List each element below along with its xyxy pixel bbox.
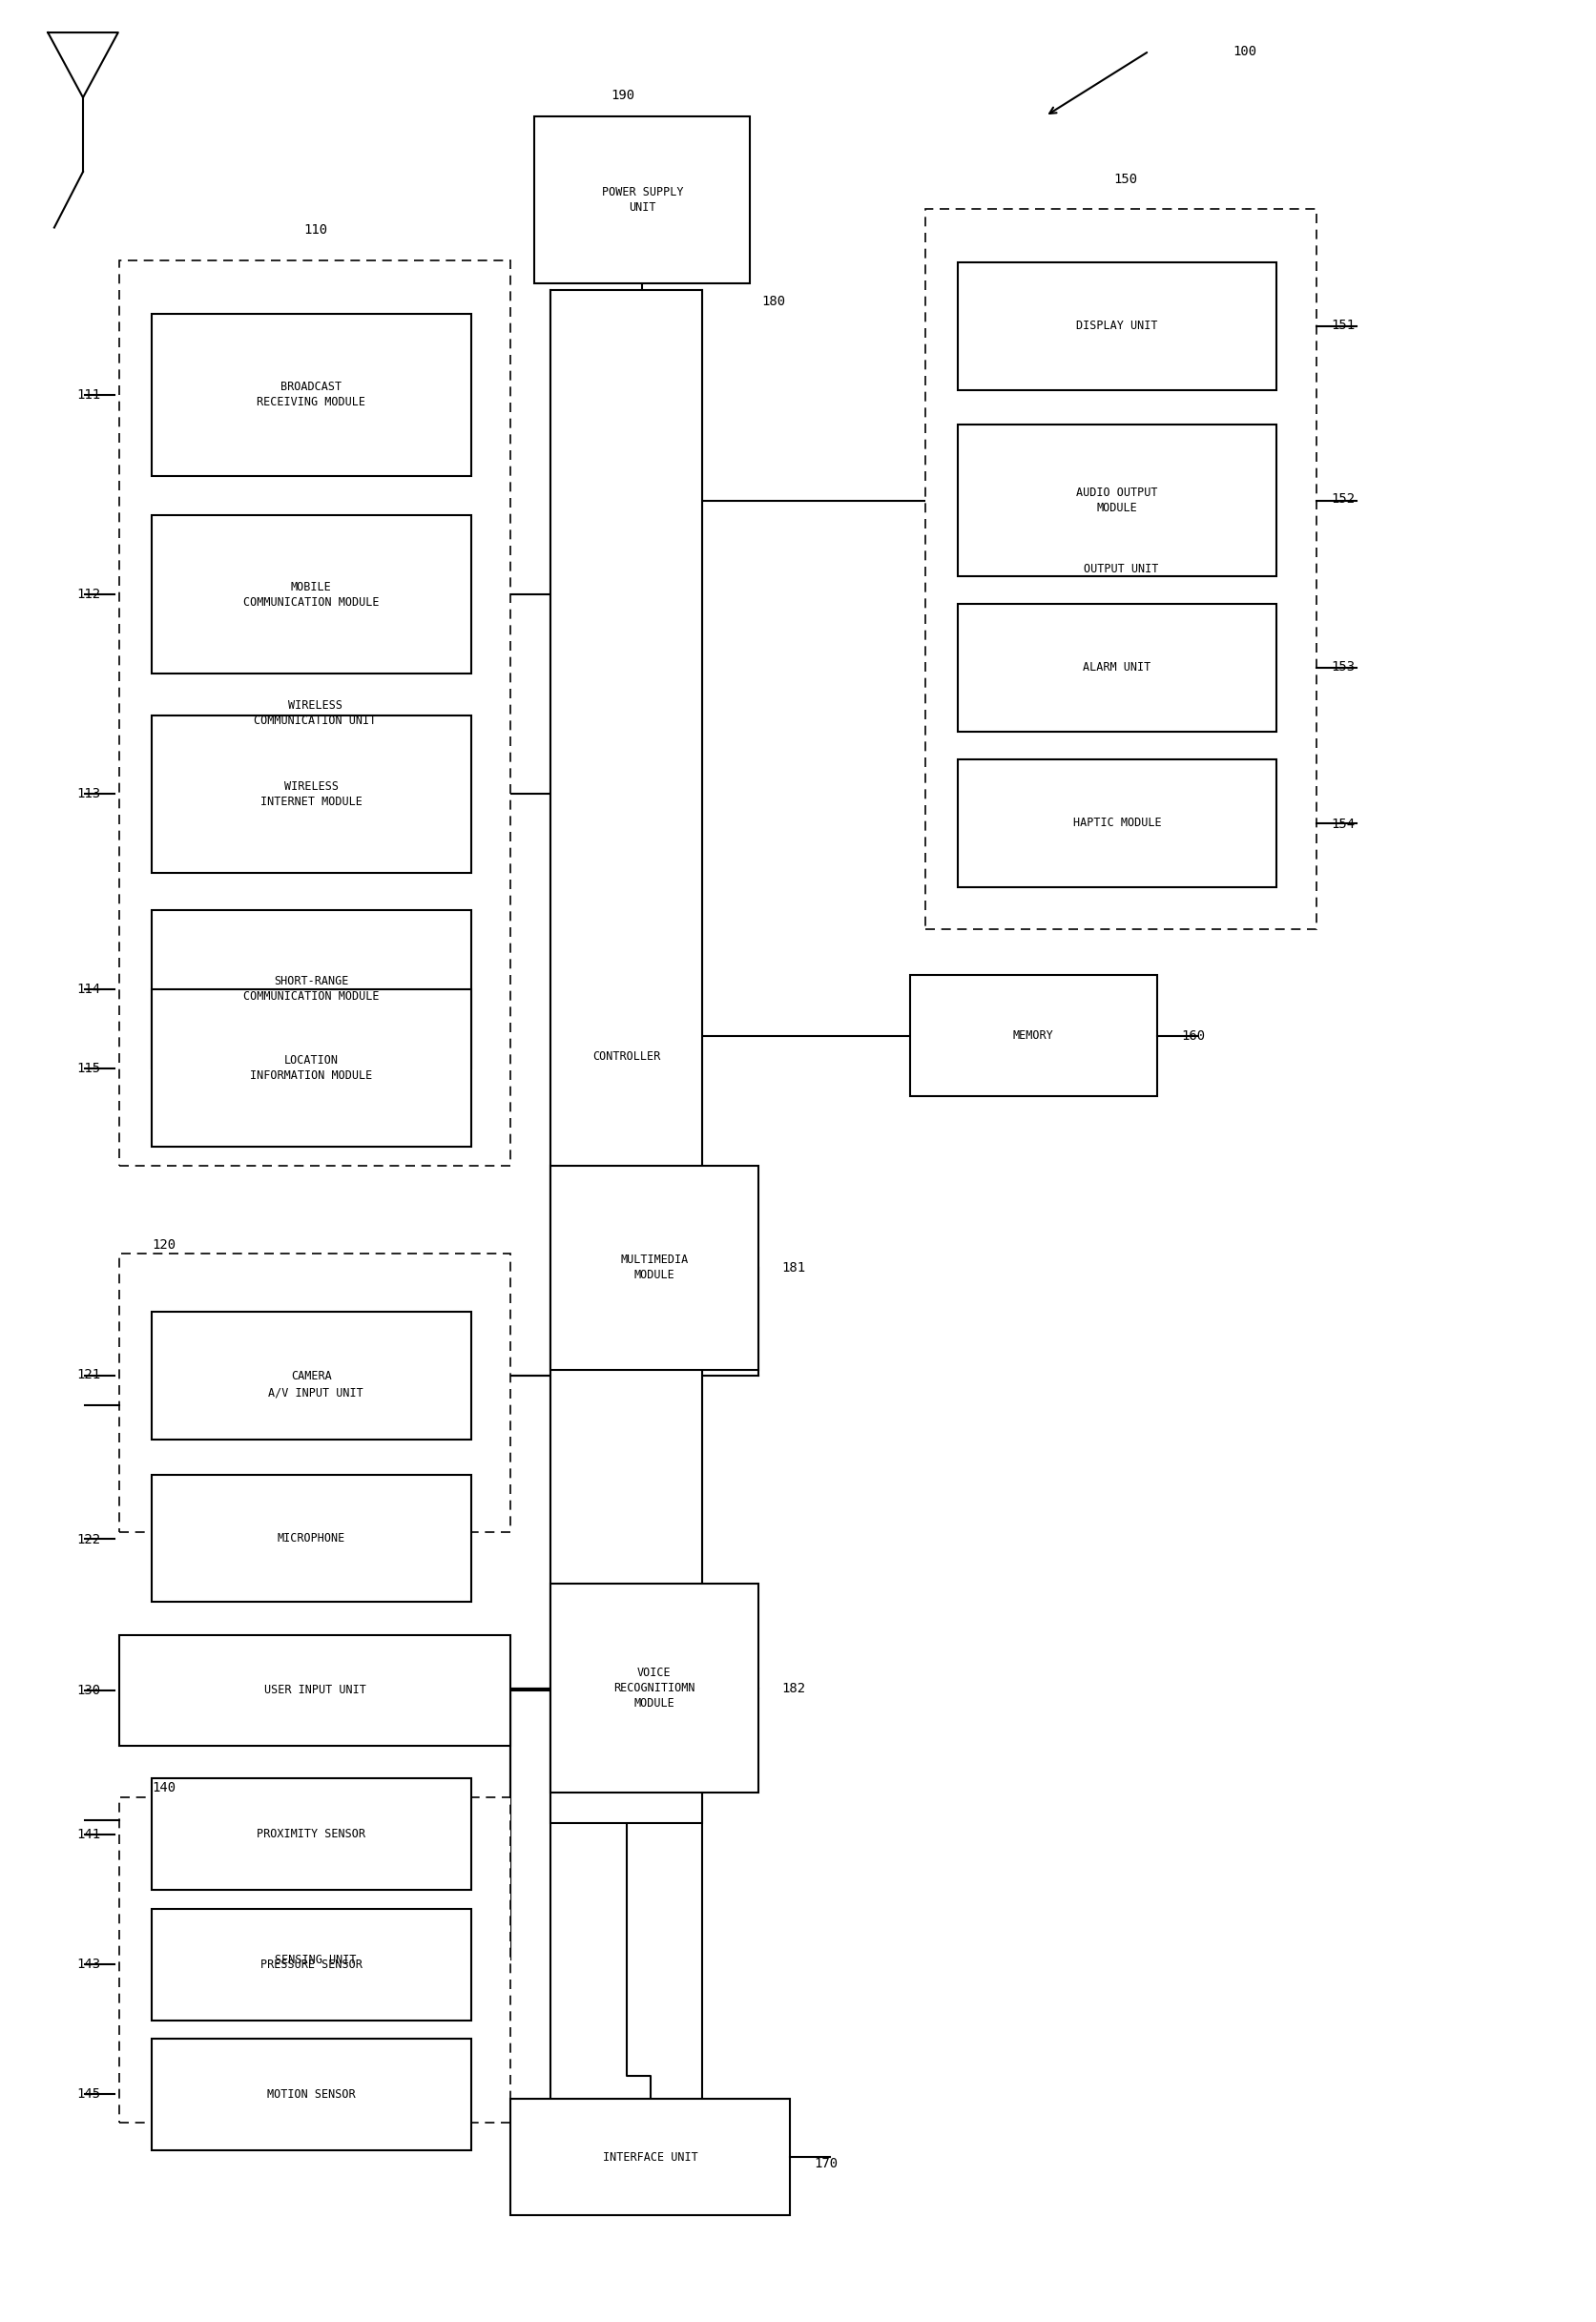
FancyBboxPatch shape — [120, 260, 511, 1166]
Text: 145: 145 — [77, 2087, 101, 2101]
FancyBboxPatch shape — [551, 1584, 758, 1793]
Text: 122: 122 — [77, 1533, 101, 1546]
FancyBboxPatch shape — [152, 1779, 471, 1890]
Text: A/V INPUT UNIT: A/V INPUT UNIT — [268, 1386, 362, 1400]
Text: POWER SUPPLY
UNIT: POWER SUPPLY UNIT — [602, 186, 683, 214]
Text: OUTPUT UNIT: OUTPUT UNIT — [1084, 562, 1159, 576]
Text: AUDIO OUTPUT
MODULE: AUDIO OUTPUT MODULE — [1076, 488, 1159, 513]
Text: 151: 151 — [1331, 318, 1355, 332]
FancyBboxPatch shape — [958, 262, 1277, 390]
FancyBboxPatch shape — [551, 1166, 758, 1370]
Text: 182: 182 — [782, 1681, 806, 1695]
Text: 111: 111 — [77, 388, 101, 402]
Text: 143: 143 — [77, 1957, 101, 1971]
Text: 130: 130 — [77, 1683, 101, 1697]
Text: BROADCAST
RECEIVING MODULE: BROADCAST RECEIVING MODULE — [257, 381, 365, 409]
Text: SHORT-RANGE
COMMUNICATION MODULE: SHORT-RANGE COMMUNICATION MODULE — [243, 975, 380, 1003]
FancyBboxPatch shape — [152, 715, 471, 873]
FancyBboxPatch shape — [152, 910, 471, 1068]
FancyBboxPatch shape — [958, 604, 1277, 731]
FancyBboxPatch shape — [152, 1474, 471, 1602]
Text: WIRELESS
INTERNET MODULE: WIRELESS INTERNET MODULE — [260, 780, 362, 808]
Text: 110: 110 — [303, 223, 329, 237]
Text: INTERFACE UNIT: INTERFACE UNIT — [603, 2150, 697, 2164]
Text: 181: 181 — [782, 1261, 806, 1275]
FancyBboxPatch shape — [152, 1312, 471, 1440]
FancyBboxPatch shape — [910, 975, 1157, 1096]
Text: MOTION SENSOR: MOTION SENSOR — [267, 2087, 356, 2101]
Text: LOCATION
INFORMATION MODULE: LOCATION INFORMATION MODULE — [251, 1054, 372, 1082]
FancyBboxPatch shape — [958, 425, 1277, 576]
FancyBboxPatch shape — [152, 515, 471, 673]
FancyBboxPatch shape — [152, 2039, 471, 2150]
Text: 190: 190 — [610, 88, 635, 102]
Text: 113: 113 — [77, 787, 101, 801]
FancyBboxPatch shape — [958, 759, 1277, 887]
Text: USER INPUT UNIT: USER INPUT UNIT — [265, 1683, 365, 1697]
Text: MOBILE
COMMUNICATION MODULE: MOBILE COMMUNICATION MODULE — [243, 580, 380, 608]
Text: 153: 153 — [1331, 659, 1355, 673]
Text: 121: 121 — [77, 1368, 101, 1382]
Text: WIRELESS
COMMUNICATION UNIT: WIRELESS COMMUNICATION UNIT — [254, 699, 377, 727]
FancyBboxPatch shape — [551, 290, 702, 1823]
FancyBboxPatch shape — [926, 209, 1317, 929]
FancyBboxPatch shape — [120, 1797, 511, 2122]
FancyBboxPatch shape — [511, 2099, 790, 2215]
Text: 152: 152 — [1331, 492, 1355, 506]
Text: DISPLAY UNIT: DISPLAY UNIT — [1076, 320, 1159, 332]
FancyBboxPatch shape — [120, 1635, 511, 1746]
Text: 114: 114 — [77, 982, 101, 996]
FancyBboxPatch shape — [535, 116, 750, 283]
FancyBboxPatch shape — [120, 1254, 511, 1533]
Text: HAPTIC MODULE: HAPTIC MODULE — [1073, 817, 1162, 829]
Text: MICROPHONE: MICROPHONE — [278, 1533, 345, 1544]
Text: 170: 170 — [814, 2157, 838, 2171]
Text: MULTIMEDIA
MODULE: MULTIMEDIA MODULE — [621, 1254, 688, 1282]
Text: PRESSURE SENSOR: PRESSURE SENSOR — [260, 1957, 362, 1971]
FancyBboxPatch shape — [152, 1909, 471, 2020]
Text: 112: 112 — [77, 587, 101, 601]
Text: 180: 180 — [761, 295, 785, 309]
Text: MEMORY: MEMORY — [1013, 1029, 1053, 1043]
Text: PROXIMITY SENSOR: PROXIMITY SENSOR — [257, 1827, 365, 1841]
Text: 154: 154 — [1331, 817, 1355, 831]
Text: CONTROLLER: CONTROLLER — [592, 1050, 661, 1063]
Text: 150: 150 — [1112, 172, 1138, 186]
Text: 115: 115 — [77, 1061, 101, 1075]
Text: 141: 141 — [77, 1827, 101, 1841]
Text: 120: 120 — [152, 1238, 176, 1252]
Text: 160: 160 — [1181, 1029, 1205, 1043]
Text: VOICE
RECOGNITIOMN
MODULE: VOICE RECOGNITIOMN MODULE — [613, 1667, 696, 1709]
Text: CAMERA: CAMERA — [290, 1370, 332, 1382]
Text: 100: 100 — [1232, 44, 1258, 58]
Text: ALARM UNIT: ALARM UNIT — [1084, 662, 1151, 673]
Text: SENSING UNIT: SENSING UNIT — [275, 1953, 356, 1967]
Text: 140: 140 — [152, 1781, 176, 1795]
FancyBboxPatch shape — [152, 313, 471, 476]
FancyBboxPatch shape — [152, 989, 471, 1147]
